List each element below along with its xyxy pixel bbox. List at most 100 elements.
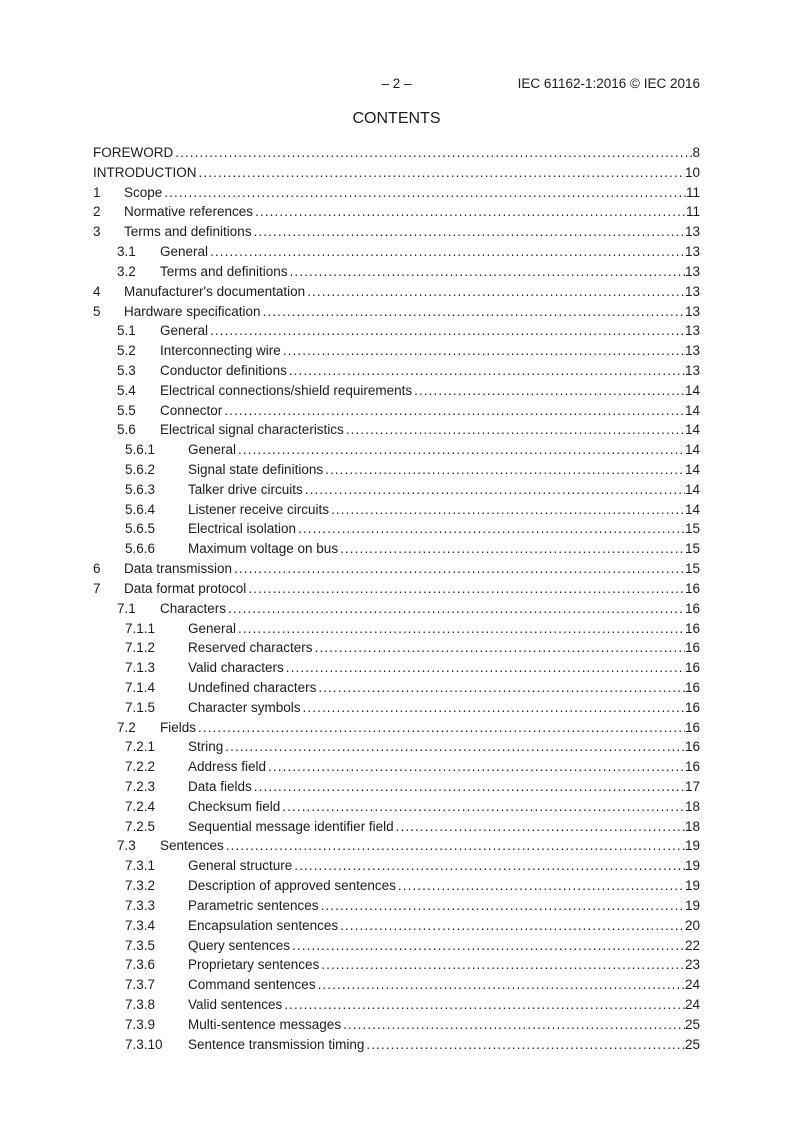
toc-entry-page: 13 [684, 362, 700, 378]
toc-entry-label: Address field [188, 759, 267, 775]
toc-entry[interactable]: 7.2.4 Checksum field 18 [93, 799, 700, 819]
toc-entry[interactable]: 7.3.5 Query sentences 22 [93, 938, 700, 958]
toc-entry[interactable]: 7.3.9 Multi-sentence messages 25 [93, 1017, 700, 1037]
toc-entry-number: 5.6 [117, 422, 136, 438]
dot-leader [236, 442, 685, 458]
toc-entry-number: 5.5 [117, 402, 136, 418]
toc-entry[interactable]: 7.3.1 General structure 19 [93, 858, 700, 878]
toc-entry[interactable]: 1 Scope 11 [93, 185, 700, 205]
toc-entry-label: General [188, 442, 237, 458]
toc-entry-label: Data fields [188, 779, 252, 794]
toc-entry-label: Sentences [160, 838, 224, 854]
toc-entry-page: 8 [692, 145, 700, 160]
toc-entry-page: 13 [684, 323, 700, 339]
toc-entry[interactable]: 7.2.3 Data fields 17 [93, 779, 700, 799]
toc-entry-label: Command sentences [188, 977, 316, 993]
toc-entry[interactable]: 7.3.6 Proprietary sentences 23 [93, 957, 700, 977]
toc-entry[interactable]: 5 Hardware specification 13 [93, 304, 700, 324]
toc-entry[interactable]: 7.3.7 Command sentences 24 [93, 977, 700, 997]
toc-entry[interactable]: 5.6.3 Talker drive circuits 14 [93, 482, 700, 502]
toc-entry[interactable]: 7.3.8 Valid sentences 24 [93, 997, 700, 1017]
toc-entry[interactable]: 3 Terms and definitions 13 [93, 224, 700, 244]
toc-entry[interactable]: 7.1.1 General 16 [93, 621, 700, 641]
dot-leader [173, 145, 692, 161]
dot-leader [287, 363, 685, 379]
toc-entry[interactable]: 3.2 Terms and definitions 13 [93, 264, 700, 284]
toc-entry[interactable]: 5.3 Conductor definitions 13 [93, 363, 700, 383]
dot-leader [226, 601, 685, 617]
toc-entry[interactable]: 7.1.2 Reserved characters 16 [93, 640, 700, 660]
toc-entry-label: Fields [160, 719, 197, 735]
toc-entry[interactable]: 7.3.3 Parametric sentences 19 [93, 898, 700, 918]
dot-leader [281, 343, 685, 359]
toc-entry[interactable]: 5.6.4 Listener receive circuits 14 [93, 502, 700, 522]
toc-entry-label: Sequential message identifier field [188, 818, 394, 834]
toc-entry-number: 5.6.5 [125, 521, 156, 537]
toc-entry-number: 7.1.4 [125, 679, 156, 695]
toc-entry[interactable]: 4 Manufacturer's documentation 13 [93, 284, 700, 304]
dot-leader [208, 244, 685, 260]
toc-entry[interactable]: 7.3.2 Description of approved sentences … [93, 878, 700, 898]
toc-entry[interactable]: 5.6.5 Electrical isolation 15 [93, 521, 700, 541]
toc-entry[interactable]: 3.1 General 13 [93, 244, 700, 264]
toc-entry-number: 7.2.2 [125, 759, 156, 775]
toc-entry-number: 4 [93, 283, 101, 299]
toc-entry[interactable]: 5.6 Electrical signal characteristics 14 [93, 422, 700, 442]
toc-entry[interactable]: 7.3.4 Encapsulation sentences 20 [93, 918, 700, 938]
document-reference: IEC 61162-1:2016 © IEC 2016 [517, 76, 700, 91]
toc-entry-page: 16 [684, 620, 700, 636]
toc-entry[interactable]: 7.2 Fields 16 [93, 720, 700, 740]
toc-entry[interactable]: 7.1.4 Undefined characters 16 [93, 680, 700, 700]
toc-entry-number: 3.2 [117, 263, 136, 279]
toc-entry[interactable]: 6 Data transmission 15 [93, 561, 700, 581]
dot-leader [280, 799, 685, 815]
toc-entry[interactable]: 7.1.5 Character symbols 16 [93, 700, 700, 720]
toc-entry[interactable]: 5.1 General 13 [93, 323, 700, 343]
toc-entry-label: Parametric sentences [188, 897, 319, 913]
toc-entry[interactable]: INTRODUCTION 10 [93, 165, 700, 185]
toc-entry-label: General [188, 620, 237, 636]
toc-entry-page: 18 [684, 818, 700, 834]
toc-entry-label: Electrical isolation [188, 521, 297, 537]
toc-entry[interactable]: 5.6.2 Signal state definitions 14 [93, 462, 700, 482]
toc-entry[interactable]: 7.2.5 Sequential message identifier fiel… [93, 819, 700, 839]
toc-entry-label: Terms and definitions [160, 263, 288, 279]
toc-entry[interactable]: 5.6.1 General 14 [93, 442, 700, 462]
toc-entry-number: 5.6.2 [125, 462, 156, 477]
toc-entry[interactable]: 7 Data format protocol 16 [93, 581, 700, 601]
dot-leader [252, 779, 685, 795]
toc-entry[interactable]: 5.4 Electrical connections/shield requir… [93, 383, 700, 403]
toc-entry-page: 15 [684, 521, 700, 537]
toc-entry[interactable]: 7.3.10 Sentence transmission timing 25 [93, 1037, 700, 1057]
toc-entry-number: 7.3.10 [125, 1036, 163, 1052]
dot-leader [344, 422, 685, 438]
toc-entry-label: Electrical connections/shield requiremen… [160, 382, 413, 398]
toc-entry[interactable]: 5.6.6 Maximum voltage on bus 15 [93, 541, 700, 561]
toc-entry[interactable]: 2 Normative references 11 [93, 204, 700, 224]
toc-entry[interactable]: 5.2 Interconnecting wire 13 [93, 343, 700, 363]
toc-entry-page: 15 [684, 561, 700, 577]
toc-entry[interactable]: 7.2.1 String 16 [93, 739, 700, 759]
toc-entry-page: 18 [684, 798, 700, 814]
toc-entry-page: 13 [684, 283, 700, 299]
dot-leader [196, 720, 685, 736]
toc-entry[interactable]: 7.2.2 Address field 16 [93, 759, 700, 779]
toc-entry-label: Encapsulation sentences [188, 917, 339, 933]
toc-entry-number: 7.1.3 [125, 660, 156, 676]
toc-entry-number: 7.2.4 [125, 798, 156, 814]
dot-leader [316, 680, 685, 696]
toc-entry[interactable]: 7.1 Characters 16 [93, 601, 700, 621]
toc-entry-number: 7.2.3 [125, 779, 156, 794]
toc-entry-page: 13 [684, 303, 700, 319]
toc-entry-number: 5.1 [117, 323, 136, 339]
toc-entry-number: 7.1.2 [125, 640, 156, 656]
dot-leader [319, 957, 685, 973]
toc-entry[interactable]: 7.3 Sentences 19 [93, 838, 700, 858]
toc-entry-label: Talker drive circuits [188, 481, 303, 497]
toc-entry-label: Multi-sentence messages [188, 1016, 342, 1032]
toc-entry-page: 17 [684, 779, 700, 794]
toc-entry[interactable]: FOREWORD 8 [93, 145, 700, 165]
toc-entry[interactable]: 5.5 Connector 14 [93, 403, 700, 423]
toc-entry[interactable]: 7.1.3 Valid characters 16 [93, 660, 700, 680]
toc-entry-page: 14 [684, 462, 700, 477]
